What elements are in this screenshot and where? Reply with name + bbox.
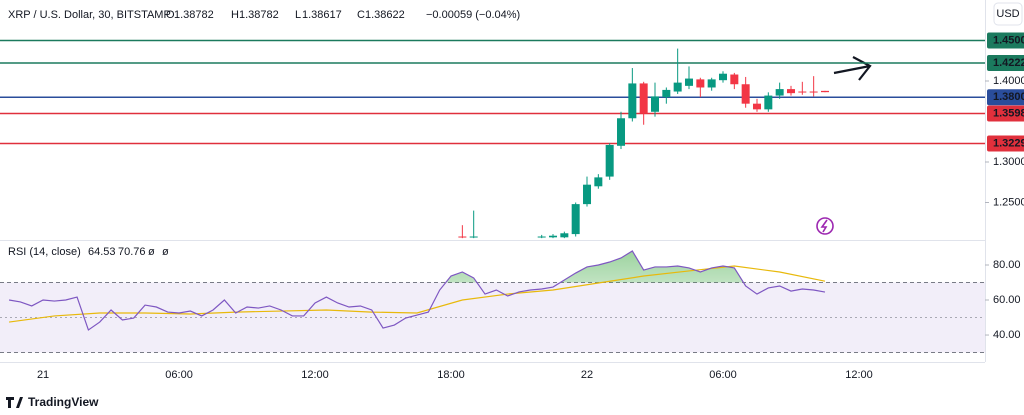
x-tick-label: 18:00: [437, 369, 465, 381]
y-tick-label: 80.00: [993, 259, 1021, 271]
candle-body: [741, 84, 750, 104]
level-label: 1.3800: [993, 91, 1024, 103]
y-tick-label: 1.4000: [993, 75, 1024, 87]
candle-body: [605, 144, 614, 177]
level-tag: [987, 105, 1024, 122]
candle-body: [583, 184, 592, 205]
overbought-fill: [445, 250, 744, 283]
candle-body: [707, 79, 716, 88]
level-label: 1.3598: [993, 107, 1024, 119]
x-tick-label: 22: [581, 369, 593, 381]
candle-body: [798, 91, 807, 93]
y-tick-label: 40.00: [993, 329, 1021, 341]
rsi-ma-line: [8, 265, 826, 323]
price-plot: [0, 39, 985, 239]
x-tick-label: 12:00: [301, 369, 329, 381]
rsi-line: [8, 250, 826, 331]
x-tick-label: 06:00: [709, 369, 737, 381]
candle-body: [571, 204, 580, 235]
level-label: 1.4222: [993, 57, 1024, 69]
candle-body: [662, 89, 671, 98]
ohlc-value: 1.38782: [239, 9, 279, 21]
y-tick-label: 1.3000: [993, 156, 1024, 168]
candle-body: [809, 91, 818, 93]
currency: USD: [996, 8, 1019, 20]
rsi-band: [0, 282, 985, 353]
candle-body: [752, 103, 761, 110]
candle-body: [594, 177, 603, 187]
candle-body: [775, 89, 784, 96]
legend-value: 64.53: [88, 246, 116, 258]
ohlc-value: 1.38782: [174, 9, 214, 21]
level-tag: [987, 89, 1024, 106]
candle-body: [820, 90, 829, 93]
ohlc-label: H: [231, 9, 239, 21]
candle-body: [469, 236, 478, 238]
candle-body: [685, 78, 694, 86]
chart-title: XRP / U.S. Dollar, 30, BITSTAMP: [8, 9, 171, 21]
ohlc-value: 1.38622: [365, 9, 405, 21]
candle-body: [628, 83, 637, 119]
candle-body: [651, 96, 660, 112]
candle-body: [718, 73, 727, 81]
legend-icon: ø: [162, 246, 169, 258]
candle-body: [617, 118, 626, 146]
level-tag: [987, 135, 1024, 152]
candle-body: [639, 83, 648, 114]
candle-body: [549, 235, 558, 238]
rsi-title: RSI (14, close): [8, 246, 81, 258]
x-tick-label: 06:00: [165, 369, 193, 381]
x-tick-label: 12:00: [845, 369, 873, 381]
candle-body: [696, 79, 705, 88]
logo: [6, 397, 23, 408]
y-tick-label: 1.2500: [993, 196, 1024, 208]
ohlc-label: L: [295, 9, 301, 21]
arrow-drawing: [833, 56, 872, 81]
candle-body: [458, 236, 467, 238]
candle-body: [673, 82, 682, 92]
ohlc-label: C: [357, 9, 365, 21]
ohlc-value: 1.38617: [302, 9, 342, 21]
candle-body: [560, 233, 569, 238]
legend-icon: ø: [148, 246, 155, 258]
candle-body: [537, 236, 546, 238]
level-tag: [987, 55, 1024, 72]
currency-button[interactable]: [993, 2, 1023, 26]
ohlc-label: O: [166, 9, 175, 21]
change: −0.00059 (−0.04%): [426, 9, 520, 21]
legend-value: 70.76: [118, 246, 146, 258]
candle-body: [786, 89, 795, 94]
brand: TradingView: [28, 395, 99, 409]
flash-icon[interactable]: [816, 217, 834, 235]
rsi-plot: [0, 250, 985, 354]
y-tick-label: 60.00: [993, 294, 1021, 306]
level-tag: [987, 32, 1024, 49]
candle-body: [730, 74, 739, 85]
candle-body: [764, 95, 773, 110]
level-label: 1.3229: [993, 137, 1024, 149]
x-tick-label: 21: [37, 369, 49, 381]
level-label: 1.4500: [993, 34, 1024, 46]
